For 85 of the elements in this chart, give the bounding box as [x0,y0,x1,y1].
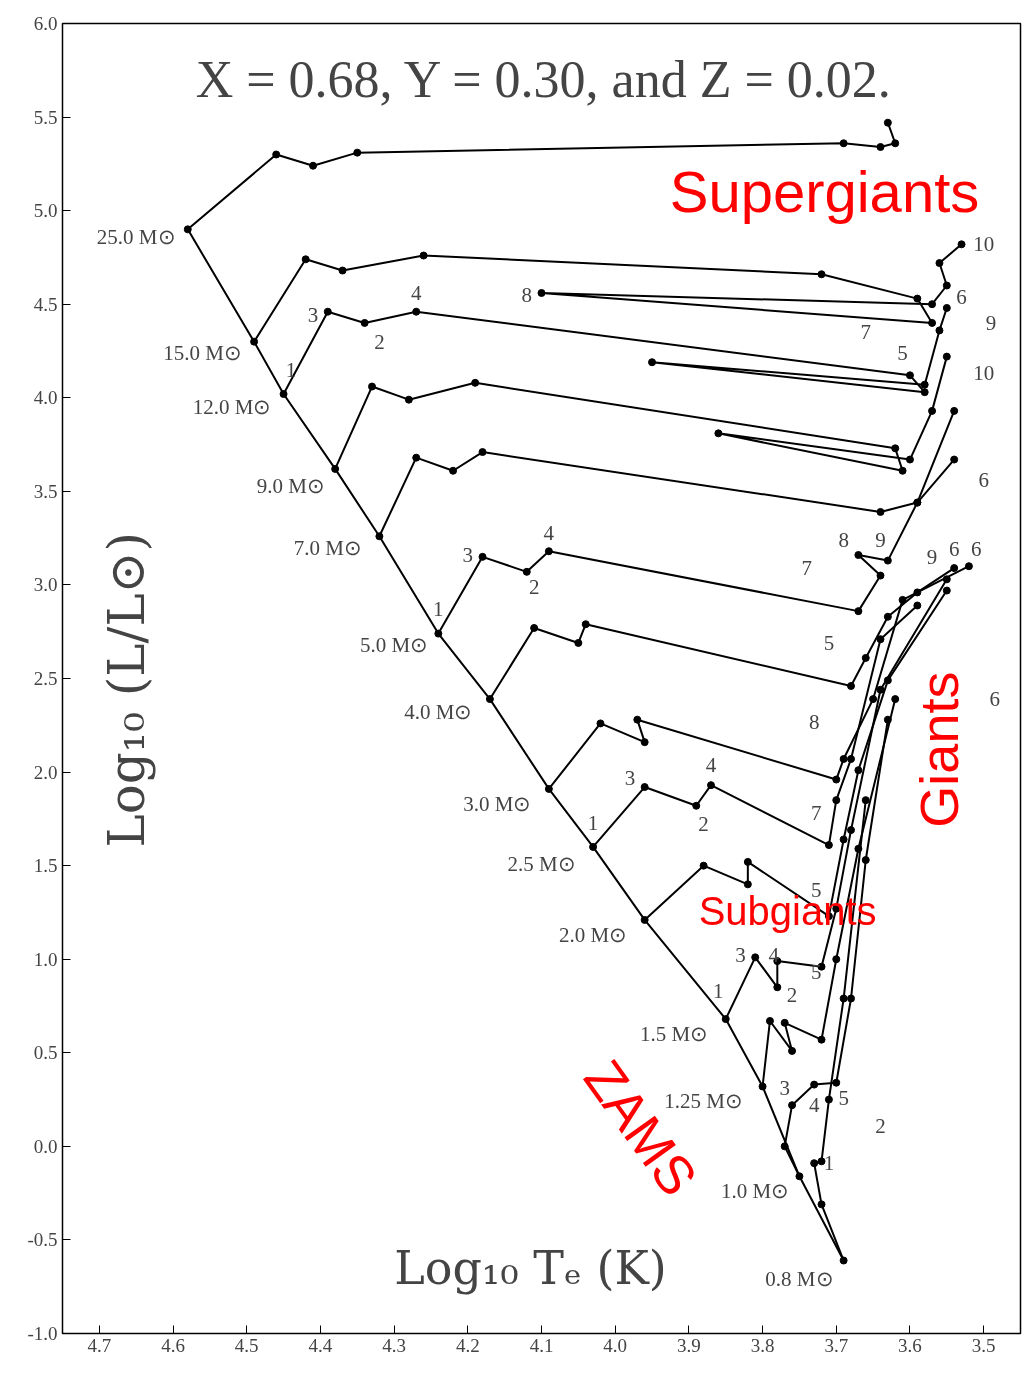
y-tick-label: 5.0 [33,200,58,222]
x-tick-label: 3.8 [750,1334,775,1356]
x-tick-label: 4.3 [382,1334,406,1356]
x-tick-label: 4.6 [161,1334,185,1356]
annotation: 4 [808,1093,820,1118]
x-axis-title: Log₁₀ Tₑ (K) [394,1241,667,1295]
annotation: 3 [735,943,746,968]
y-tick-label: 4.0 [33,387,58,409]
annotation: 8 [521,282,533,307]
annotation: 6 [989,687,1000,712]
annotation: 7.0 M⊙ [293,535,362,560]
x-tick-label: 3.7 [824,1334,849,1356]
y-tick-label: -1.0 [27,1323,58,1344]
annotation: 9 [985,310,997,335]
annotation: 4.0 M⊙ [404,700,473,725]
x-tick-label: 3.6 [898,1334,922,1356]
x-tick-label: 3.5 [971,1334,996,1356]
annotation: 1 [285,357,297,382]
annotation: 4 [543,520,555,545]
annotation: 8 [808,709,820,734]
annotation: 5 [897,340,908,365]
annotation: 3 [779,1076,790,1101]
y-tick-label: 2.0 [33,761,58,783]
y-tick-label: 1.0 [33,948,58,970]
annotation: 2 [875,1113,886,1138]
x-tick-label: 4.4 [308,1334,333,1356]
x-tick-label: 4.2 [455,1334,480,1356]
annotation: 1 [433,597,444,622]
annotation: 1.0 M⊙ [721,1179,790,1204]
text: X = 0.68, Y = 0.30, and Z = 0.02. [195,51,891,109]
annotation: 2.0 M⊙ [559,922,628,947]
annotation: 6 [978,468,989,493]
annotation: 9 [926,544,938,569]
y-tick-label: 2.5 [33,668,58,689]
annotation: 10 [973,361,995,386]
annotation: 1 [587,810,599,835]
annotation: 9 [875,528,886,553]
annotation: 4 [410,280,422,305]
y-tick-label: -0.5 [27,1229,58,1251]
y-tick-label: 3.5 [33,480,58,502]
y-tick-label: 6.0 [33,13,58,34]
x-tick-label: 4.7 [87,1334,112,1356]
annotation: 4 [705,752,717,777]
annotation: 1.5 M⊙ [640,1022,709,1047]
annotation: 1 [823,1151,835,1176]
annotation: 15.0 M⊙ [163,340,242,365]
annotation: Giants [909,671,970,828]
x-tick-label: 4.0 [603,1334,628,1356]
annotation: 1 [713,979,724,1004]
annotation: 10 [973,232,995,257]
annotation: 12.0 M⊙ [192,395,272,420]
y-tick-label: 4.5 [33,293,58,315]
annotation: 2 [698,812,709,837]
annotation: 5 [811,960,822,985]
annotation: 3.0 M⊙ [463,791,532,816]
x-tick-label: 3.9 [677,1334,701,1356]
annotation: 3 [624,765,636,790]
annotation: 7 [801,556,813,581]
annotation: 2 [786,982,798,1007]
annotation: 2 [374,329,385,354]
annotation: 6 [956,284,967,309]
annotation: Supergiants [669,159,980,225]
y-tick-label: 5.5 [33,106,58,128]
annotation: 5 [838,1085,849,1110]
annotation: 5.0 M⊙ [360,632,429,657]
annotation: 7 [811,801,822,826]
x-tick-label: 4.5 [234,1334,259,1356]
annotation: 0.8 M⊙ [765,1267,834,1292]
annotation: 6 [971,537,982,562]
annotation: 7 [860,320,871,345]
annotation: 8 [838,528,849,553]
annotation: 9.0 M⊙ [256,473,326,498]
annotation: 2.5 M⊙ [507,851,576,876]
y-tick-label: 1.5 [33,855,58,877]
annotation: 3 [462,542,474,567]
y-tick-label: 0.5 [33,1042,58,1064]
annotation: 3 [307,303,319,328]
annotation: 5 [823,630,835,655]
y-tick-label: 0.0 [33,1135,58,1157]
y-tick-label: 3.0 [33,574,58,596]
annotation: 25.0 M⊙ [96,224,176,249]
annotation: 6 [948,537,960,562]
x-tick-label: 4.1 [529,1334,554,1356]
y-axis-title: Log₁₀ (L/L⊙) [97,531,156,848]
annotation: 2 [528,574,540,599]
